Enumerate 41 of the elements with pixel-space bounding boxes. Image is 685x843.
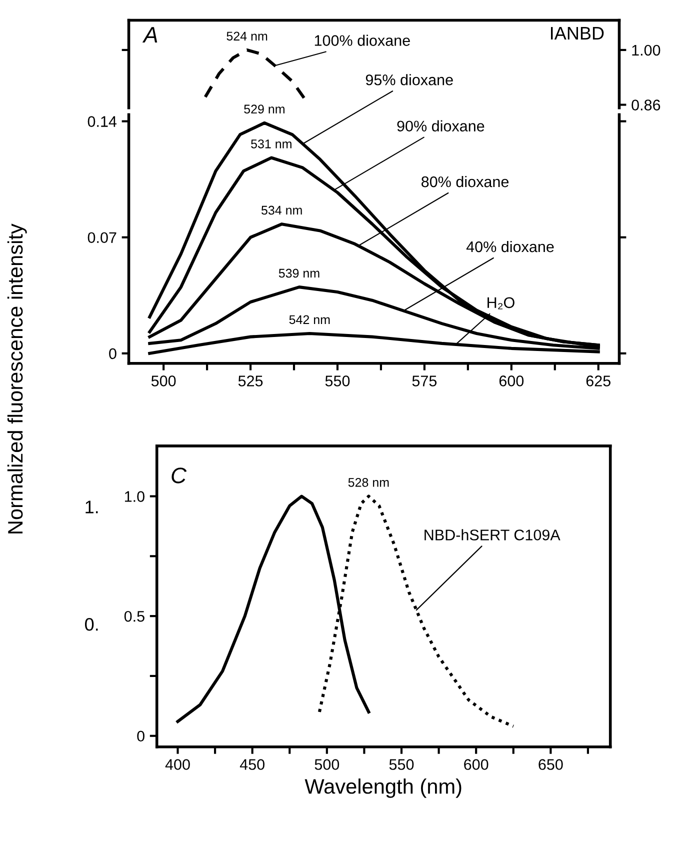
y-tick-label: 0 <box>109 348 116 360</box>
annotation: 539 nm <box>278 268 320 278</box>
series-label: NBD-hSERT C109A <box>424 529 560 540</box>
annotation: 528 nm <box>348 478 389 487</box>
text: H₂O <box>488 297 514 310</box>
y-axis-title: Normalized fluorescence intensity <box>7 224 27 534</box>
text: 80% dioxane <box>422 176 509 188</box>
annotation: 524 nm <box>226 32 268 41</box>
annotation: C <box>172 468 187 484</box>
annotation: 531 nm <box>251 139 292 148</box>
x-tick-label: 500 <box>151 376 176 386</box>
text: 100% dioxane <box>314 34 410 46</box>
x-tick-label: 450 <box>240 759 264 770</box>
annotation: 542 nm <box>289 315 330 324</box>
text: 95% dioxane <box>366 74 453 86</box>
annotation: 534 nm <box>261 206 302 215</box>
x-tick-label: 525 <box>238 376 263 386</box>
y-tick-label: 0.86 <box>632 100 660 110</box>
annotation: IANBD <box>551 27 604 40</box>
x-tick-label: 600 <box>499 376 524 386</box>
text: 1. <box>86 500 98 514</box>
annotation: A <box>142 27 158 42</box>
text: 0. <box>85 618 98 631</box>
x-tick-label: 550 <box>389 759 414 770</box>
text: 90% dioxane <box>397 120 484 132</box>
x-tick-label: 650 <box>538 759 563 770</box>
y-tick-label: 0.14 <box>88 116 117 127</box>
x-tick-label: 575 <box>412 376 437 386</box>
x-tick-label: 400 <box>165 759 190 770</box>
y-tick-label: 1.0 <box>124 491 144 502</box>
y-tick-label: 0.07 <box>88 232 116 244</box>
y-tick-label: 0 <box>137 730 144 742</box>
x-tick-label: 550 <box>325 376 350 386</box>
x-axis-title: Wavelength (nm) <box>304 778 462 798</box>
x-tick-label: 600 <box>464 759 488 770</box>
y-tick-label: 1.00 <box>632 44 660 56</box>
x-tick-label: 625 <box>586 376 610 386</box>
text: 40% dioxane <box>466 240 554 252</box>
x-tick-label: 500 <box>314 759 340 770</box>
annotation: 529 nm <box>244 104 284 114</box>
y-tick-label: 0.5 <box>124 610 144 622</box>
